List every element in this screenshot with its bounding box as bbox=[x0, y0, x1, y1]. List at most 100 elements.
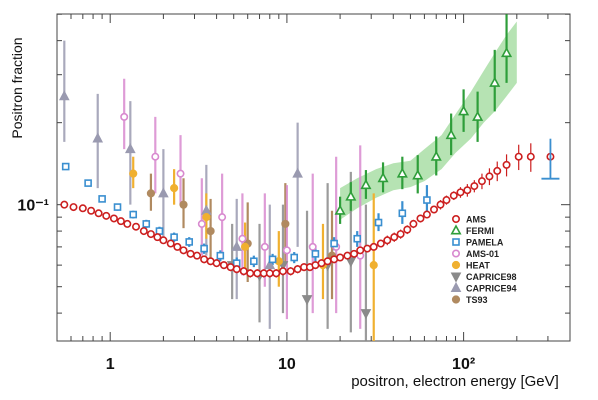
pamela-point bbox=[268, 255, 277, 264]
ams-point bbox=[253, 269, 262, 278]
ams-01-point bbox=[218, 213, 227, 222]
x-axis-label: positron, electron energy [GeV] bbox=[351, 373, 559, 390]
ams-point bbox=[383, 236, 392, 245]
pamela-point bbox=[330, 239, 338, 248]
ams-point bbox=[514, 152, 523, 161]
legend-label-fermi: FERMI bbox=[466, 226, 494, 236]
pamela-point bbox=[142, 220, 151, 228]
pamela-point bbox=[250, 257, 258, 266]
ams-01-point bbox=[120, 112, 129, 121]
heat-point bbox=[129, 169, 138, 178]
pamela-point bbox=[185, 238, 194, 246]
ams-01-point bbox=[197, 219, 206, 228]
ams-point bbox=[396, 230, 405, 239]
ams-point bbox=[116, 217, 125, 226]
ams-point bbox=[246, 269, 255, 278]
ts93-point bbox=[179, 200, 188, 209]
ams-point bbox=[278, 267, 287, 276]
ams-point bbox=[343, 251, 352, 260]
ams-point bbox=[376, 239, 385, 248]
ams-point bbox=[286, 267, 295, 276]
ams-point bbox=[323, 257, 332, 266]
ams-point bbox=[78, 204, 87, 213]
legend-label-ts93: TS93 bbox=[466, 295, 488, 305]
ams-point bbox=[87, 206, 96, 215]
ams-point bbox=[442, 196, 451, 205]
ts93-point bbox=[146, 189, 156, 198]
ams-point bbox=[430, 205, 439, 214]
legend-marker-pamela bbox=[452, 238, 460, 246]
pamela-point bbox=[423, 196, 431, 204]
band-layer bbox=[340, 21, 517, 220]
ams-point bbox=[69, 203, 78, 212]
ams-point bbox=[132, 222, 141, 231]
y-tick-label: 10⁻¹ bbox=[17, 198, 49, 215]
fermi-point bbox=[377, 172, 389, 183]
pamela-point bbox=[290, 253, 299, 262]
ams-point bbox=[449, 191, 458, 200]
legend-marker-fermi bbox=[450, 224, 462, 235]
ams-point bbox=[293, 265, 302, 274]
ams-point bbox=[212, 259, 221, 268]
fermi-point bbox=[430, 150, 442, 161]
ams-point bbox=[356, 246, 365, 255]
heat-point bbox=[240, 242, 250, 251]
caprice94-point bbox=[124, 142, 136, 154]
fermi-point bbox=[489, 76, 501, 87]
y-axis-label: Positron fraction bbox=[9, 37, 25, 138]
fermi-point bbox=[501, 46, 513, 58]
ams-point bbox=[336, 253, 345, 262]
ams-point bbox=[153, 233, 162, 242]
ams-01-point bbox=[260, 242, 269, 251]
legend-marker-ams bbox=[451, 215, 460, 224]
ams-point bbox=[232, 265, 241, 274]
ams-point bbox=[390, 233, 399, 242]
pamela-point bbox=[216, 251, 225, 260]
pamela-point bbox=[353, 234, 362, 243]
legend-marker-caprice94 bbox=[450, 281, 462, 292]
ams-point bbox=[239, 267, 248, 276]
ams-01-point bbox=[308, 242, 317, 251]
legend-marker-heat bbox=[451, 260, 461, 270]
upper-limit-marker bbox=[541, 138, 560, 180]
ams-01-point bbox=[282, 246, 291, 255]
pamela-point bbox=[84, 179, 92, 187]
ams-point bbox=[350, 249, 359, 258]
heat-point bbox=[170, 184, 179, 193]
pamela-point bbox=[311, 250, 320, 258]
fermi-point bbox=[360, 178, 372, 190]
ams-point bbox=[193, 251, 202, 260]
ams-point bbox=[502, 160, 511, 169]
ams-point bbox=[94, 209, 103, 218]
ams-point bbox=[159, 236, 168, 245]
ams-point bbox=[422, 210, 431, 219]
ams-point bbox=[363, 244, 372, 253]
pamela-point bbox=[113, 203, 122, 211]
ams-01-point bbox=[151, 152, 160, 161]
caprice98-point bbox=[345, 257, 357, 268]
caprice98-point bbox=[360, 309, 372, 320]
ams-point bbox=[477, 177, 486, 186]
ams-point bbox=[200, 255, 209, 264]
pamela-point bbox=[200, 244, 208, 253]
ams-point bbox=[146, 230, 155, 239]
fermi-point bbox=[472, 110, 484, 121]
ams-point bbox=[179, 246, 188, 255]
fermi-band bbox=[340, 21, 517, 220]
fermi-point bbox=[396, 167, 408, 178]
ams-point bbox=[102, 211, 111, 220]
legend-marker-ts93 bbox=[451, 295, 461, 304]
caprice94-point bbox=[264, 259, 276, 270]
ams-01-point bbox=[238, 234, 247, 243]
fermi-point bbox=[445, 128, 457, 140]
ams-point bbox=[416, 214, 425, 223]
ams-point bbox=[219, 261, 228, 270]
ams-point bbox=[485, 172, 494, 181]
caprice98-point bbox=[301, 295, 313, 306]
tick-layer: 1 10 10² 10⁻¹ bbox=[17, 13, 571, 373]
ams-01-point bbox=[176, 169, 185, 178]
ts93-point bbox=[281, 219, 290, 229]
ams-point bbox=[186, 249, 195, 258]
x-tick-label: 10 bbox=[278, 356, 296, 373]
